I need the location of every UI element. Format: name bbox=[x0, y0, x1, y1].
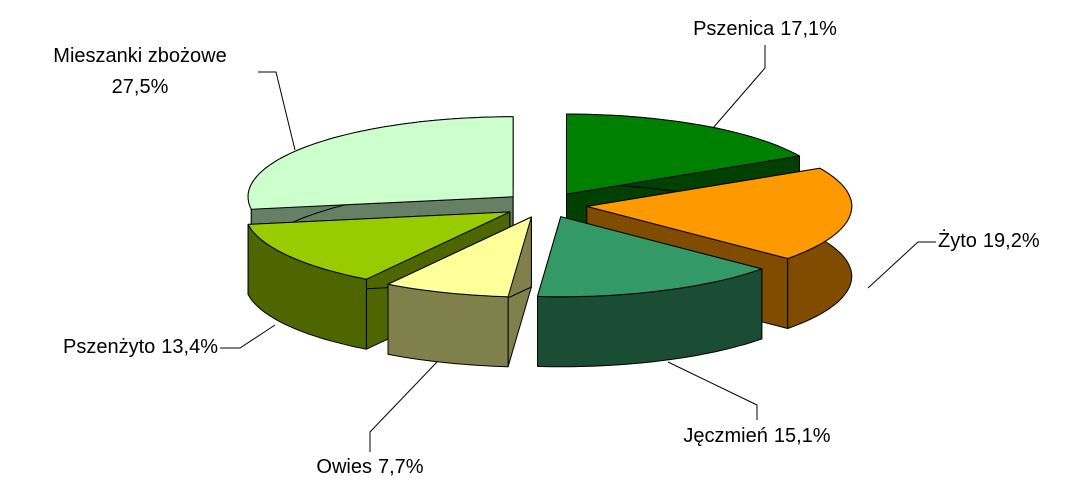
label-value: 15,1% bbox=[774, 425, 831, 447]
slice-top bbox=[247, 116, 514, 210]
leader-line bbox=[867, 241, 936, 289]
data-label: Pszenica 17,1% bbox=[693, 18, 837, 40]
data-label: Owies 7,7% bbox=[316, 456, 423, 478]
label-name: Mieszanki zbożowe bbox=[53, 45, 226, 67]
label-value: 13,4% bbox=[161, 336, 218, 358]
data-label: Mieszanki zbożowe 27,5% bbox=[53, 45, 226, 98]
slice-top bbox=[566, 113, 800, 195]
data-label: Jęczmień 15,1% bbox=[683, 425, 830, 447]
label-name: Owies bbox=[316, 456, 372, 478]
data-label: Pszenżyto 13,4% bbox=[63, 336, 218, 358]
label-value: 17,1% bbox=[780, 18, 837, 40]
slice-side bbox=[387, 283, 509, 368]
leader-line bbox=[220, 324, 276, 349]
slice bbox=[537, 216, 763, 368]
label-name: Pszenżyto bbox=[63, 336, 155, 358]
leader-line bbox=[258, 71, 296, 151]
leader-line bbox=[667, 361, 758, 420]
label-name: Pszenica bbox=[693, 18, 775, 40]
slice-top bbox=[586, 167, 853, 259]
slice-top bbox=[247, 211, 511, 280]
data-label: Żyto 19,2% bbox=[938, 229, 1040, 252]
label-name: Jęczmień bbox=[683, 425, 767, 447]
label-value: 19,2% bbox=[983, 230, 1040, 252]
leader-line bbox=[712, 45, 766, 129]
label-value: 27,5% bbox=[112, 76, 169, 98]
leader-line bbox=[369, 361, 438, 452]
slice-top bbox=[387, 216, 532, 298]
label-value: 7,7% bbox=[378, 456, 424, 478]
slice bbox=[387, 216, 532, 368]
label-name: Żyto bbox=[938, 229, 977, 252]
slice-top bbox=[537, 216, 763, 298]
